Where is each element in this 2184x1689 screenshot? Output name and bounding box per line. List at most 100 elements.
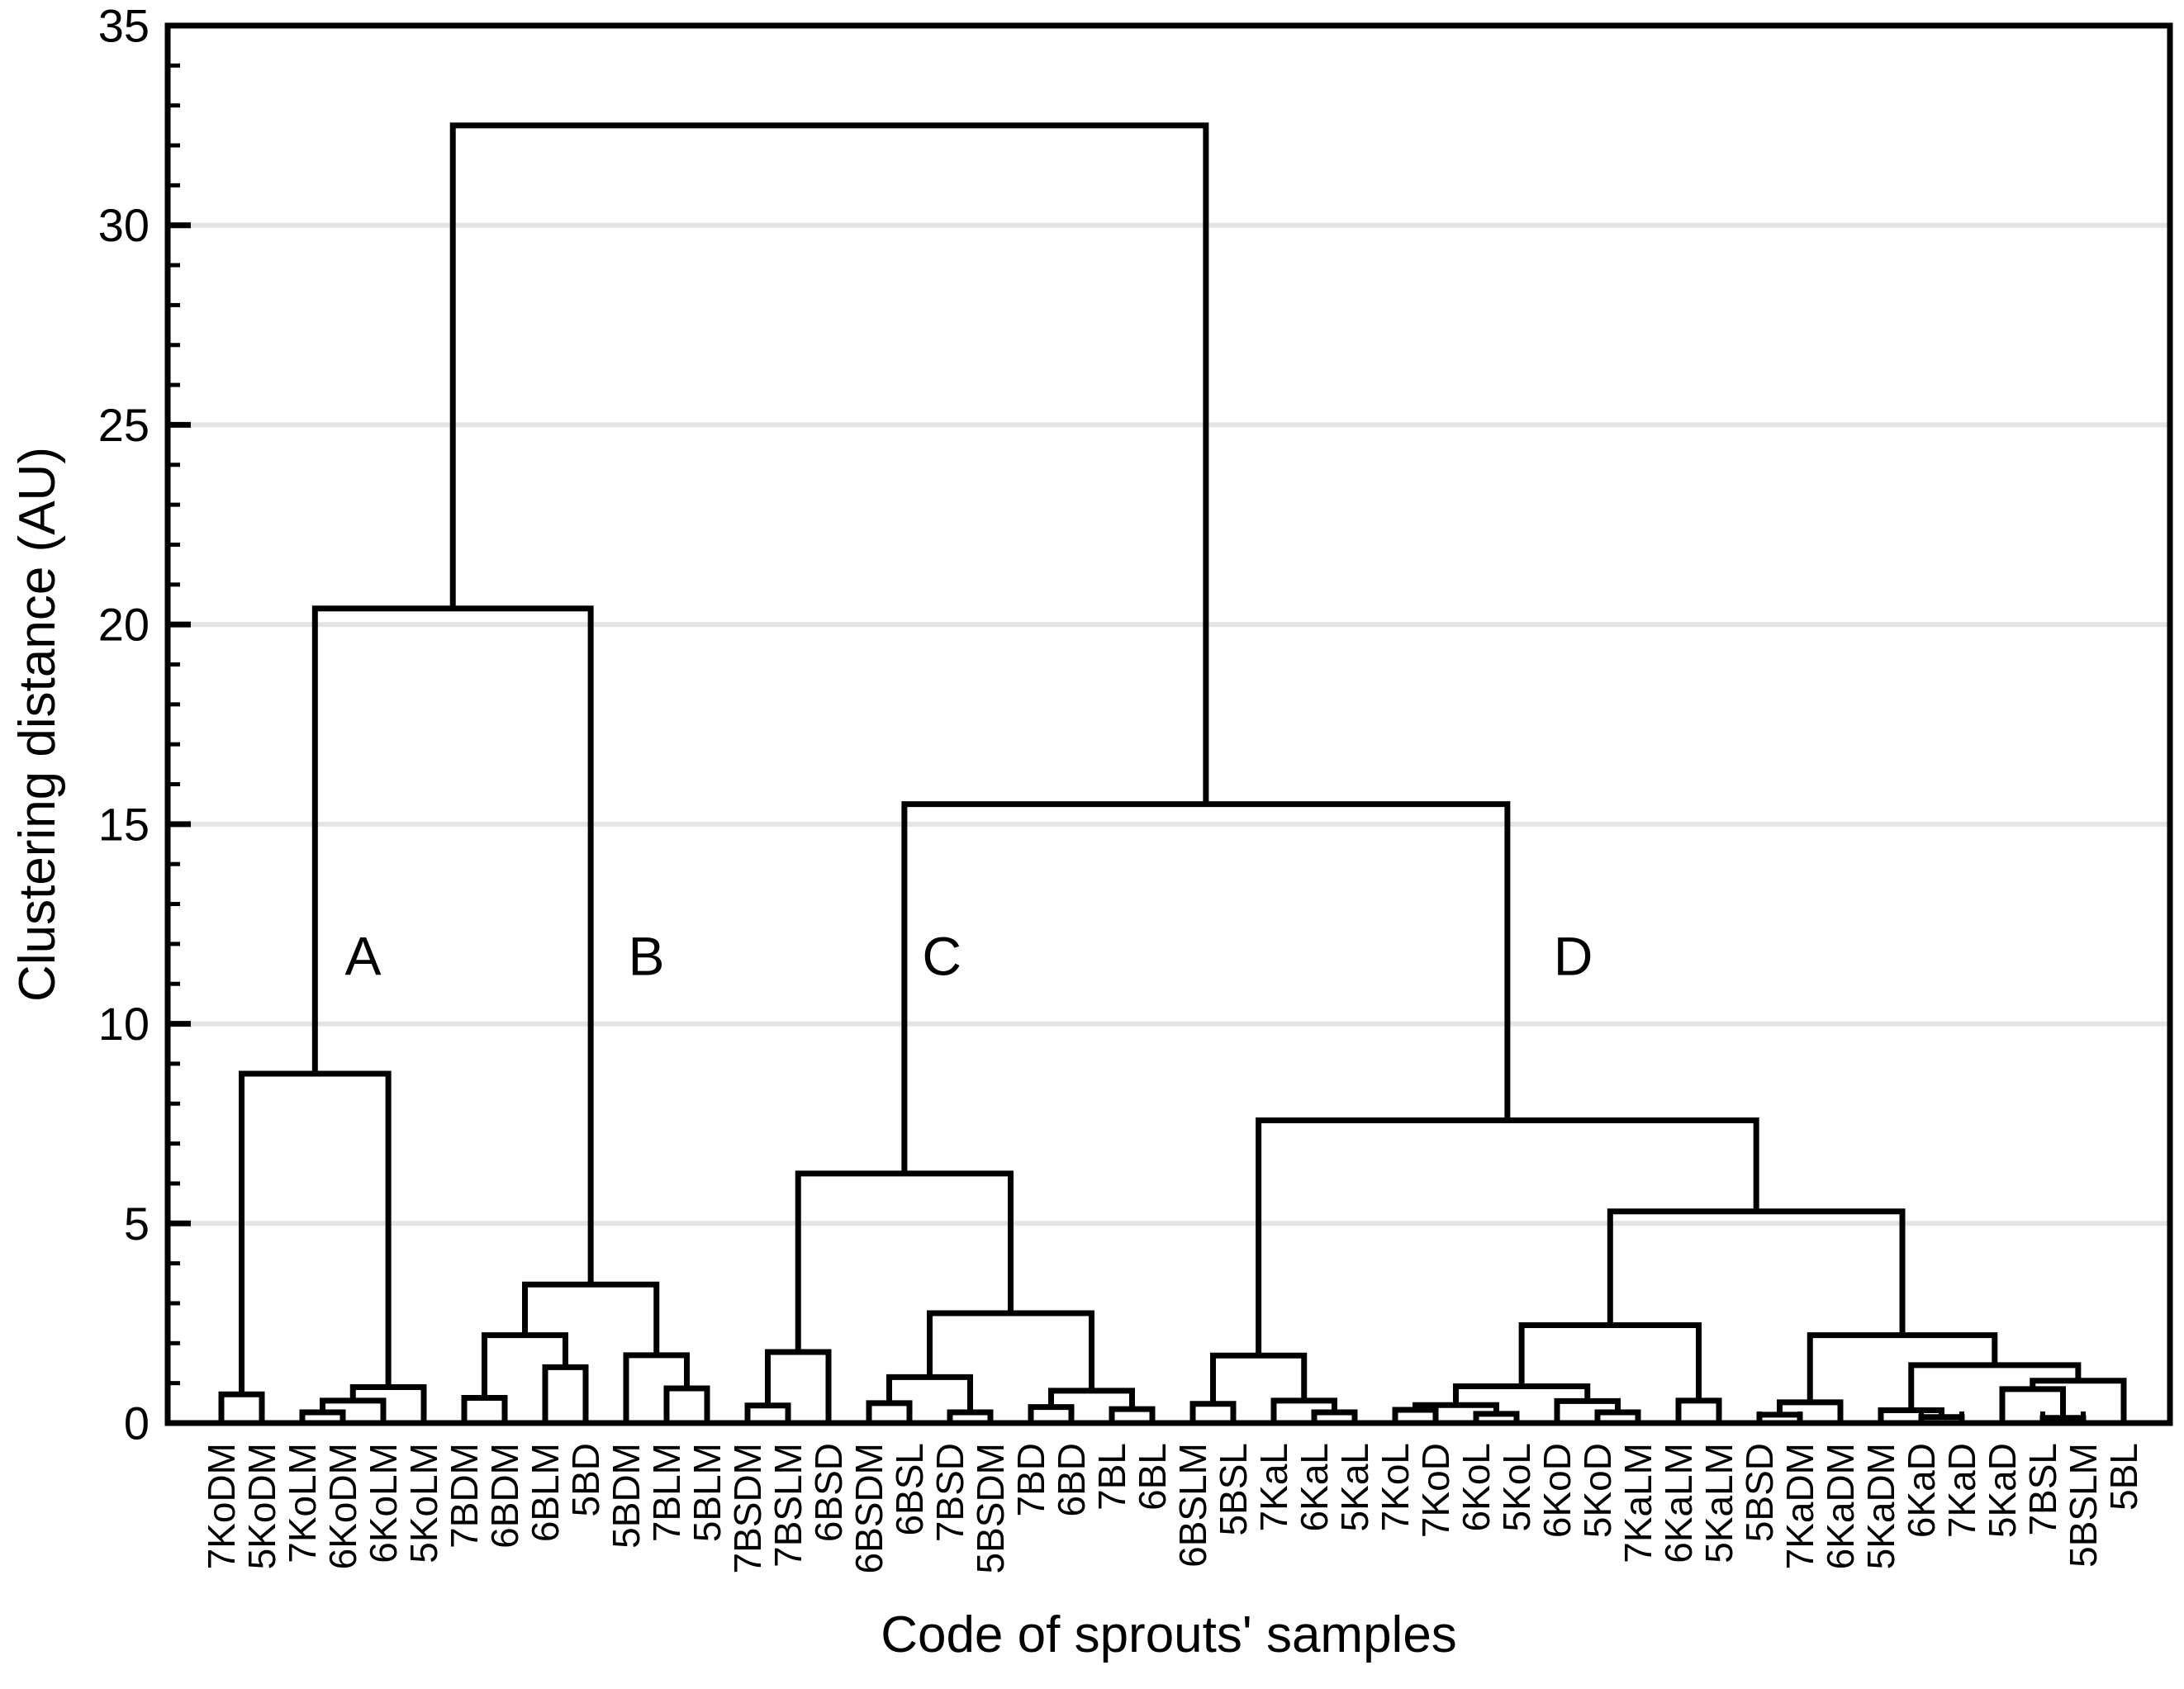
dendrogram-link [449, 122, 1209, 804]
labels-layer: 051015202530357KoDM5KoDM7KoLM6KoDM6KoLM5… [98, 0, 2145, 1573]
leaf-label: 7KoL [1374, 1443, 1417, 1531]
y-tick-label: 5 [124, 1198, 150, 1250]
leaf-label: 7KoDM [200, 1443, 243, 1569]
leaf-label: 6KaDM [1819, 1443, 1862, 1569]
y-tick-label: 30 [98, 199, 150, 251]
cluster-label-a: A [344, 925, 381, 986]
leaf-label: 7BDM [443, 1443, 486, 1549]
dendrogram-link [1675, 1397, 1722, 1423]
dendrogram-link [663, 1385, 710, 1423]
dendrogram-link [299, 1409, 346, 1423]
dendrogram-link [623, 1352, 690, 1423]
dendrogram-link [1311, 1409, 1358, 1423]
leaf-label: 6BSLM [1171, 1443, 1214, 1568]
cluster-label-c: C [922, 925, 961, 986]
leaf-label: 6KaD [1900, 1443, 1943, 1538]
dendrogram-link [320, 1397, 387, 1423]
dendrogram-link [482, 1332, 568, 1398]
dendrogram-link [1594, 1409, 1641, 1423]
dendrogram-link [461, 1395, 508, 1423]
leaf-label: 6KaLM [1657, 1443, 1700, 1563]
leaf-label: 6BSD [807, 1443, 850, 1542]
dendrogram-link [866, 1400, 913, 1423]
leaf-label: 6BL [1131, 1443, 1174, 1511]
gridlines-layer [168, 222, 2170, 1226]
cluster-label-b: B [628, 925, 664, 986]
dendrogram-link [542, 1364, 589, 1423]
y-tick-label: 20 [98, 599, 150, 651]
dendrogram-link [1518, 1322, 1702, 1401]
y-tick-label: 35 [98, 0, 150, 52]
leaf-label: 6BLM [524, 1443, 567, 1542]
plot-frame-layer [164, 22, 2173, 1426]
dendrogram-link [1392, 1407, 1439, 1423]
leaf-label: 7KaLM [1617, 1443, 1659, 1563]
leaf-label: 5KaLM [1697, 1443, 1740, 1563]
dendrogram-links-layer [218, 122, 2127, 1423]
leaf-label: 5BSD [1738, 1443, 1781, 1542]
dendrogram-link [349, 1383, 427, 1423]
dendrogram-link [1807, 1332, 1998, 1402]
dendrogram-link [886, 1373, 973, 1412]
leaf-label: 5BSDM [969, 1443, 1012, 1573]
leaf-label: 5KoD [1576, 1443, 1619, 1538]
leaf-label: 5BLM [686, 1443, 729, 1542]
y-tick-label: 15 [98, 798, 150, 850]
dendrogram-link [311, 605, 594, 1285]
dendrogram-link [901, 801, 1511, 1174]
leaf-label: 5BD [564, 1443, 607, 1516]
leaf-label: 7BSD [928, 1443, 971, 1542]
leaf-label: 6BD [1050, 1443, 1093, 1516]
leaf-label: 6KoDM [321, 1443, 364, 1569]
dendrogram-link [927, 1310, 1094, 1391]
leaf-label: 5KaL [1333, 1443, 1376, 1531]
leaf-label: 5BSL [1212, 1443, 1255, 1536]
leaf-label: 7BSDM [726, 1443, 769, 1573]
dendrogram-link [1756, 1411, 1803, 1423]
leaf-label: 7KoD [1414, 1443, 1457, 1538]
dendrogram-link [1210, 1352, 1308, 1404]
dendrogram-link [765, 1349, 832, 1423]
y-axis-title: Clustering distance (AU) [9, 447, 66, 1002]
leaf-label: 7BL [1090, 1443, 1133, 1511]
leaf-label: 5BL [2102, 1443, 2145, 1511]
dendrogram-link [1999, 1386, 2066, 1423]
leaf-label: 6KoL [1455, 1443, 1498, 1531]
leaf-label: 5BDM [605, 1443, 648, 1549]
cluster-label-d: D [1554, 925, 1593, 986]
y-tick-label: 10 [98, 998, 150, 1050]
leaf-label: 5KoL [1495, 1443, 1538, 1531]
leaf-label: 7BLM [645, 1443, 688, 1542]
leaf-label: 7BD [1009, 1443, 1052, 1516]
dendrogram-link [1412, 1402, 1499, 1414]
dendrogram-link [1607, 1208, 1906, 1336]
dendrogram-link [218, 1391, 265, 1423]
leaf-label: 5KoLM [402, 1443, 445, 1563]
dendrogram-link [744, 1402, 791, 1423]
plot-frame [164, 22, 2173, 1426]
dendrogram-link [1256, 1117, 1759, 1356]
x-axis-title: Code of sprouts' samples [881, 1606, 1457, 1663]
leaf-label: 7KoLM [281, 1443, 324, 1563]
leaf-label: 7BSL [2021, 1443, 2064, 1536]
dendrogram-link [1918, 1414, 1965, 1423]
leaf-label: 6BSDM [847, 1443, 890, 1573]
dendrogram-link [947, 1409, 994, 1423]
leaf-label: 5KaD [1981, 1443, 2024, 1538]
dendrogram-link [1189, 1401, 1237, 1423]
leaf-label: 7KaL [1252, 1443, 1295, 1531]
leaf-label: 6KoLM [362, 1443, 405, 1563]
leaf-label: 7BSLM [767, 1443, 810, 1568]
dendrogram-link [1270, 1397, 1337, 1423]
leaf-label: 6BSL [888, 1443, 931, 1536]
y-tick-label: 0 [124, 1397, 150, 1449]
leaf-label: 5BSLM [2062, 1443, 2105, 1568]
leaf-label: 6KoD [1536, 1443, 1579, 1538]
leaf-label: 5KaDM [1859, 1443, 1902, 1569]
leaf-label: 7KaD [1940, 1443, 1983, 1538]
dendrogram-link [239, 1070, 392, 1395]
dendrogram-link [2030, 1378, 2127, 1423]
dendrogram-link [795, 1170, 1014, 1352]
